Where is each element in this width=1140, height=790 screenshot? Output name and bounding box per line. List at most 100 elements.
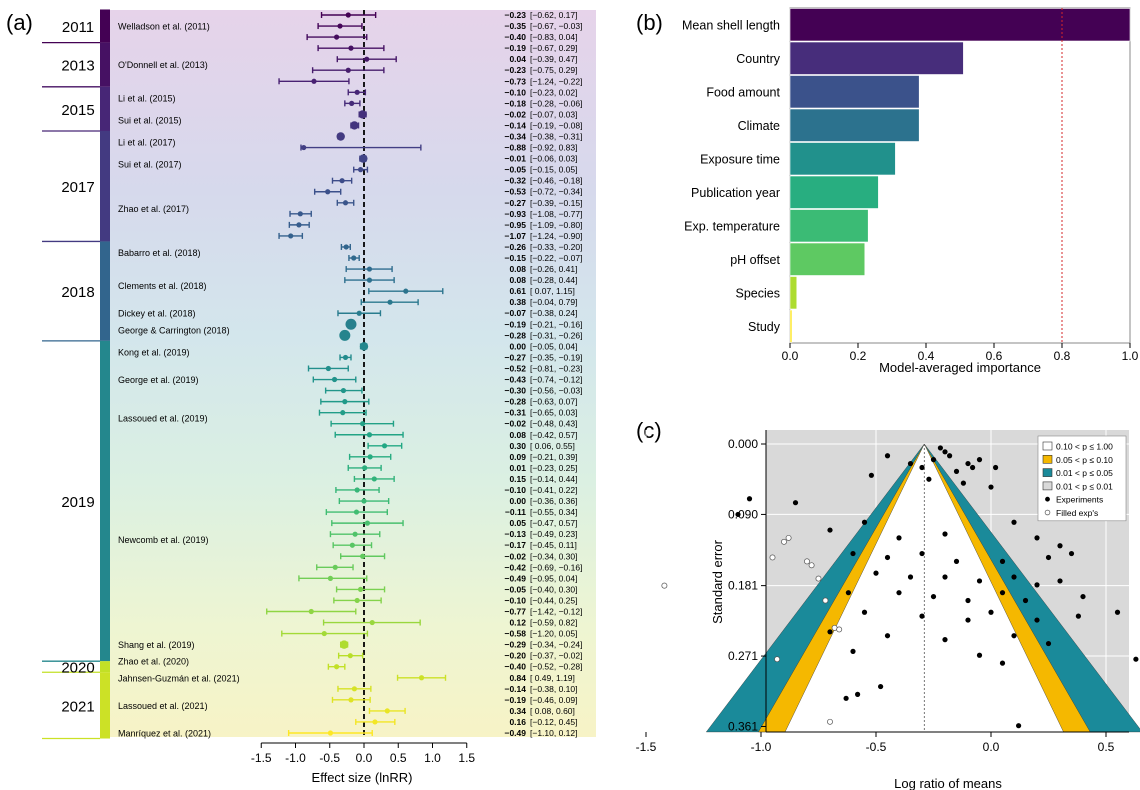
importance-bar (789, 209, 869, 243)
effect-value: −0.10 (504, 595, 526, 605)
effect-value: −0.49 (504, 573, 526, 583)
filled-point (808, 562, 815, 569)
year-bar (100, 241, 110, 341)
effect-point (339, 329, 351, 341)
experiment-point (1045, 554, 1052, 561)
experiment-point (855, 691, 861, 698)
experiment-point (1045, 640, 1052, 647)
effect-point (359, 154, 368, 163)
study-label: O'Donnell et al. (2013) (118, 60, 208, 70)
effect-point (358, 110, 367, 119)
funnel-points (661, 445, 1139, 729)
effect-value: −0.28 (504, 330, 526, 340)
effect-ci: [−0.52, −0.28] (530, 662, 582, 672)
x-tick-label: 0.0 (356, 751, 373, 765)
legend-label: 0.10 < p ≤ 1.00 (1056, 442, 1113, 452)
year-label: 2013 (61, 58, 94, 75)
experiment-point (845, 590, 852, 596)
effect-point (334, 34, 340, 40)
year-bar (100, 130, 110, 242)
effect-ci: [−0.92, 0.83] (530, 143, 578, 153)
effect-point (325, 189, 331, 195)
effect-ci: [ 0.49, 1.19] (530, 673, 575, 683)
x-tick-label: 0.5 (390, 751, 407, 765)
effect-ci: [−0.04, 0.79] (530, 297, 578, 307)
effect-point (327, 575, 334, 581)
effect-point (387, 299, 393, 305)
experiment-point (1016, 723, 1022, 729)
experiment-point (850, 550, 856, 557)
x-tick-label: 0.5 (1098, 740, 1115, 754)
y-tick-label: 0.181 (728, 579, 758, 593)
effect-ci: [−0.07, 0.03] (530, 109, 578, 119)
effect-ci: [−0.37, −0.02] (530, 651, 582, 661)
importance-bar (789, 8, 1131, 42)
experiment-point (960, 480, 967, 486)
study-label: Welladson et al. (2011) (118, 22, 210, 32)
funnel-cone (705, 443, 1140, 733)
effect-value: −0.14 (504, 684, 526, 694)
y-tick-label: 0.271 (728, 649, 758, 663)
effect-ci: [−0.12, 0.45] (530, 717, 578, 727)
study-label: Jahnsen-Guzmán et al. (2021) (118, 673, 240, 683)
importance-category: Country (736, 52, 781, 66)
effect-value: 0.09 (509, 452, 526, 462)
effect-point (339, 178, 345, 184)
experiment-point (953, 468, 960, 474)
effect-point (325, 365, 331, 372)
importance-bar (789, 108, 920, 142)
experiment-point (988, 609, 994, 615)
effect-value: 0.08 (509, 275, 526, 285)
effect-ci: [−0.48, 0.43] (530, 419, 578, 429)
experiment-point (942, 449, 948, 455)
effect-ci: [−1.24, −0.90] (530, 231, 582, 241)
experiment-point (1068, 550, 1075, 557)
effect-value: −0.58 (504, 629, 526, 639)
experiment-point (873, 570, 879, 576)
effect-ci: [−0.34, 0.30] (530, 551, 578, 561)
importance-category: Exposure time (700, 152, 780, 166)
effect-ci: [ 0.06, 0.55] (530, 441, 575, 451)
study-label: Lassoued et al. (2021) (118, 701, 208, 711)
effect-point (381, 443, 388, 449)
experiment-point (1114, 609, 1121, 615)
effect-ci: [−1.08, −0.77] (530, 209, 582, 219)
filled-point (815, 575, 822, 582)
effect-point (351, 255, 357, 261)
effect-ci: [−0.40, 0.30] (530, 584, 578, 594)
effect-value: −0.93 (504, 209, 526, 219)
effect-ci: [−0.19, −0.08] (530, 120, 582, 130)
effect-value: −0.13 (504, 529, 526, 539)
effect-ci: [−0.81, −0.23] (530, 363, 582, 373)
effect-ci: [−0.35, −0.19] (530, 352, 582, 362)
study-label: Dickey et al. (2018) (118, 309, 196, 319)
effect-ci: [−0.36, 0.36] (530, 496, 578, 506)
effect-value: 0.16 (509, 717, 526, 727)
legend-label: Filled exp's (1056, 508, 1098, 518)
effect-value: 0.61 (509, 286, 526, 296)
effect-value: 0.04 (509, 54, 526, 64)
importance-bar (789, 41, 964, 75)
experiment-point (884, 453, 891, 459)
effect-ci: [−0.46, 0.09] (530, 695, 578, 705)
importance-category: Exp. temperature (684, 219, 780, 233)
x-tick-label: -1.0 (285, 751, 306, 765)
year-labels: 2011 2013 2015 2017 2018 2019 2020 2021 (42, 9, 110, 740)
effect-value: −0.19 (504, 43, 526, 53)
effect-point (288, 233, 294, 239)
effect-value: 0.84 (509, 673, 526, 683)
effect-value: −0.29 (504, 640, 526, 650)
x-tick-label: 0.0 (983, 740, 1000, 754)
effect-point (357, 586, 364, 593)
study-label: Li et al. (2015) (118, 93, 176, 103)
experiment-point (1022, 597, 1029, 604)
effect-point (340, 387, 347, 394)
effect-point (308, 608, 314, 615)
study-labels: Welladson et al. (2011) O'Donnell et al. … (118, 22, 240, 739)
effect-value: −0.27 (504, 352, 526, 362)
effect-ci: [−0.45, 0.11] (530, 540, 577, 550)
effect-ci: [−1.42, −0.12] (530, 606, 582, 616)
study-label: George & Carrington (2018) (118, 325, 230, 335)
effect-value: −0.19 (504, 319, 526, 329)
effect-value: −0.14 (504, 120, 526, 130)
